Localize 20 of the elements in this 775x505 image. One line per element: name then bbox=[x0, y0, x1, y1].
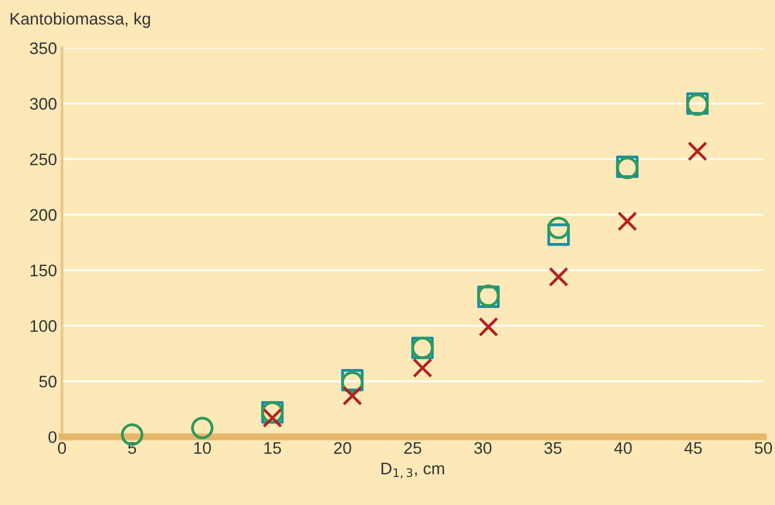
x-tick-label: 45 bbox=[684, 442, 702, 454]
y-tick-label: 350 bbox=[30, 42, 56, 54]
x-tick-label: 30 bbox=[474, 442, 492, 454]
y-tick-label: 50 bbox=[39, 376, 56, 388]
x-tick-label: 20 bbox=[334, 442, 352, 454]
y-tick-label: 200 bbox=[30, 209, 56, 221]
x-axis-title: D$_{1,3}$, cm bbox=[382, 462, 444, 478]
x-tick-label: 50 bbox=[754, 442, 772, 454]
y-tick-label: 100 bbox=[30, 320, 56, 332]
x-tick-label: 10 bbox=[194, 442, 211, 454]
x-tick-label: 0 bbox=[58, 442, 66, 454]
y-tick-label: 150 bbox=[30, 264, 56, 276]
y-tick-label: 300 bbox=[30, 98, 56, 110]
x-tick-label: 25 bbox=[404, 442, 422, 454]
x-tick-label: 15 bbox=[264, 442, 281, 454]
x-tick-label: 35 bbox=[544, 442, 562, 454]
y-axis-title: Kantobiomassa, kg bbox=[10, 12, 150, 28]
y-tick-label: 0 bbox=[48, 431, 56, 444]
y-tick-label: 250 bbox=[30, 153, 56, 166]
x-tick-label: 40 bbox=[614, 442, 632, 454]
